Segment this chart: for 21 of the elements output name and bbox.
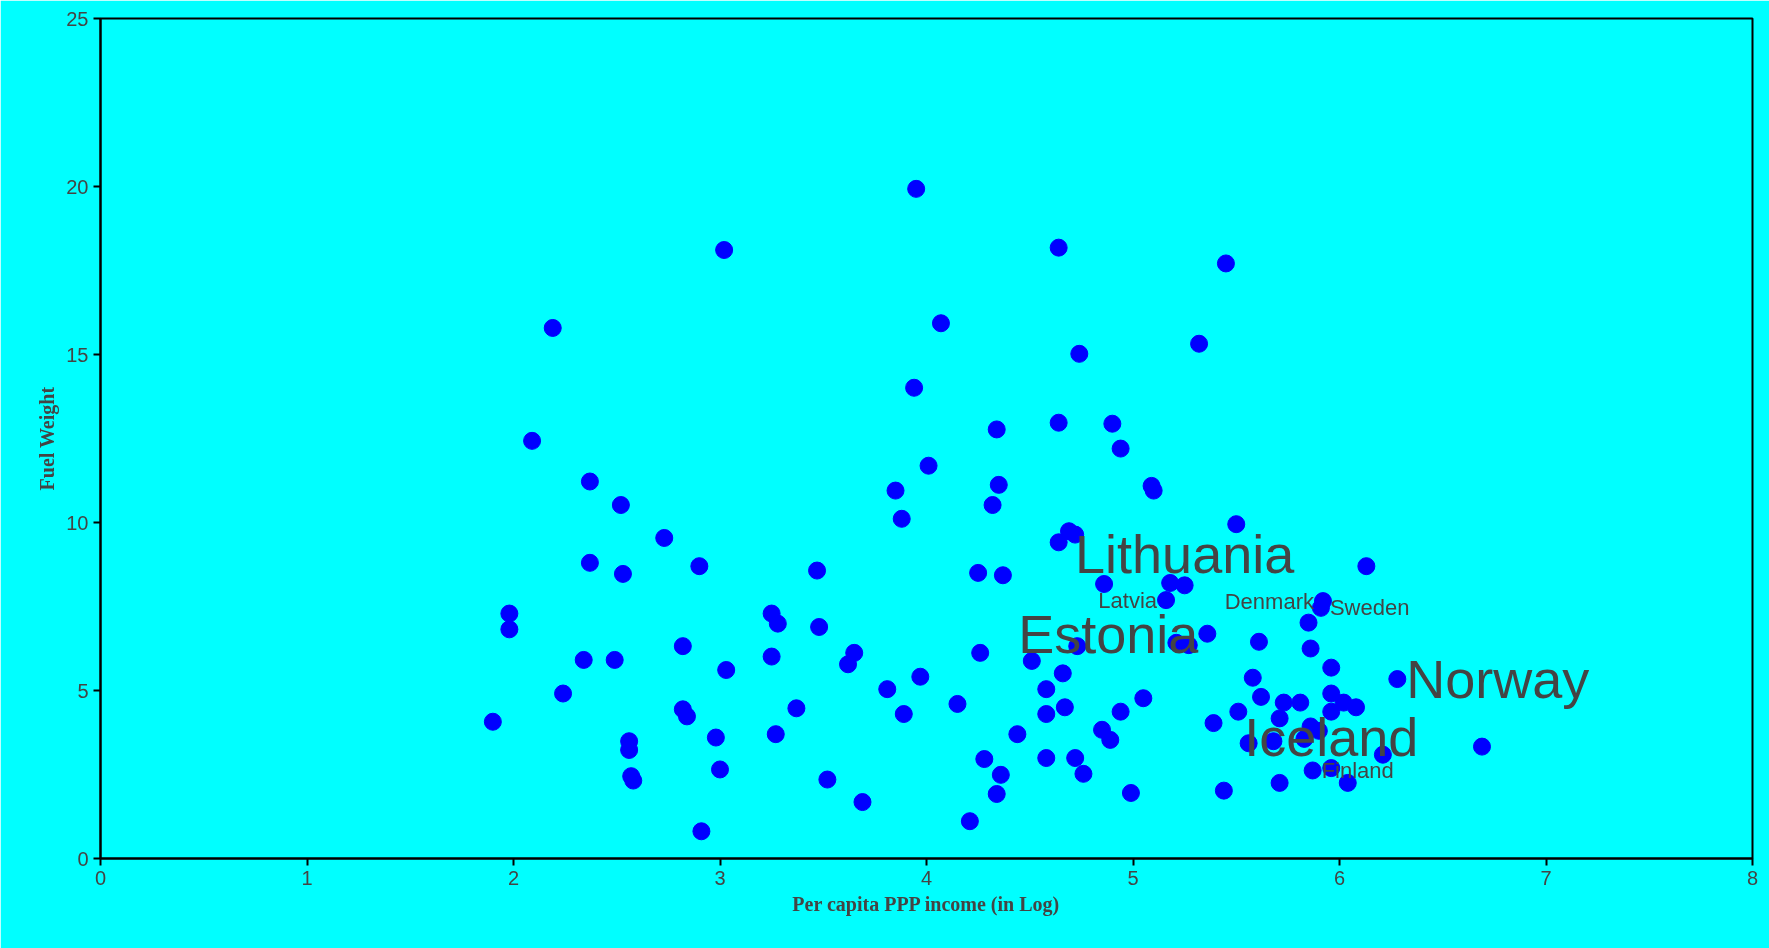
annotation: Norway — [1406, 649, 1590, 710]
x-tick-label: 0 — [94, 866, 107, 889]
x-tick-label: 6 — [1333, 866, 1346, 889]
x-tick-label: 2 — [507, 866, 520, 889]
x-tick-label: 3 — [714, 866, 726, 889]
y-tick-label: 15 — [66, 343, 89, 366]
x-tick-label: 5 — [1127, 866, 1139, 889]
x-tick-label: 7 — [1540, 866, 1552, 889]
annotation: Denmark — [1224, 588, 1315, 614]
annotation: Sweden — [1329, 595, 1410, 621]
y-tick-label: 5 — [77, 679, 89, 702]
y-tick-label: 25 — [66, 7, 89, 30]
x-tick-label: 4 — [920, 866, 933, 889]
y-tick-label: 20 — [66, 175, 89, 198]
x-tick-label: 8 — [1746, 866, 1759, 889]
y-tick-label: 0 — [77, 847, 89, 870]
y-tick-label: 10 — [66, 511, 89, 534]
y-axis-title: Fuel Weight — [36, 386, 60, 491]
annotation: Lithuania — [1075, 523, 1296, 584]
x-tick-label: 1 — [301, 866, 313, 889]
x-axis-title: Per capita PPP income (in Log) — [792, 892, 1060, 916]
